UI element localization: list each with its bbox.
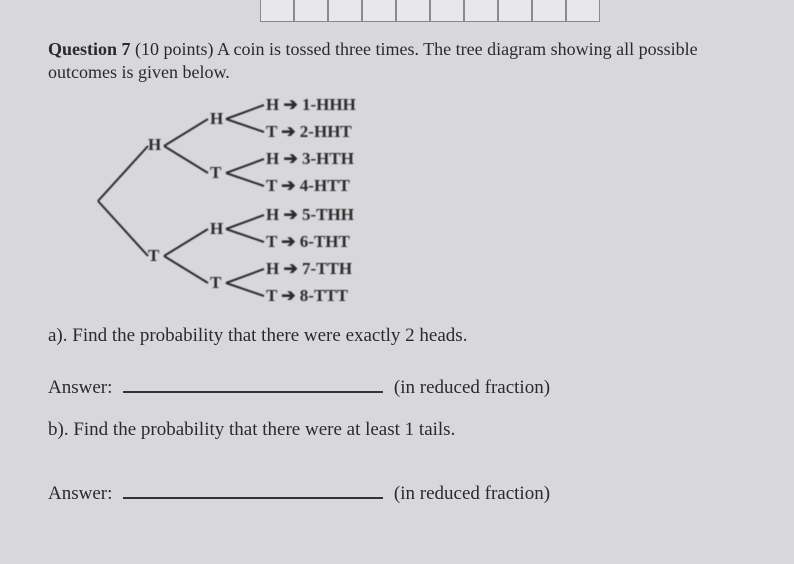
tree-outcome-row: H ➔ 5-THH (266, 205, 354, 225)
outcome-number: 2 (300, 122, 309, 141)
arrow-icon: ➔ (283, 259, 297, 278)
tree-node-l1: T (148, 246, 159, 266)
outcome-code: HTT (314, 176, 350, 195)
grid-cell (532, 0, 566, 22)
tree-node-l3: T (266, 122, 277, 141)
grid-cell (260, 0, 294, 22)
grid-cell (294, 0, 328, 22)
arrow-icon: ➔ (281, 286, 295, 305)
outcome-number: 8 (300, 286, 309, 305)
arrow-icon: ➔ (281, 232, 295, 251)
tree-outcome-row: H ➔ 1-HHH (266, 95, 356, 115)
arrow-icon: ➔ (283, 95, 297, 114)
tree-outcome-row: T ➔ 2-HHT (266, 122, 352, 142)
outcome-code: HHT (314, 122, 352, 141)
tree-node-l3: T (266, 176, 277, 195)
header-grid-fragment (260, 0, 600, 22)
outcome-number: 6 (300, 232, 309, 251)
tree-outcome-row: T ➔ 6-THT (266, 232, 350, 252)
question-header: Question 7 (10 points) A coin is tossed … (48, 38, 754, 83)
grid-cell (396, 0, 430, 22)
grid-cell (566, 0, 600, 22)
tree-outcome-row: T ➔ 8-TTT (266, 286, 348, 306)
question-points: (10 points) (135, 39, 214, 59)
part-a-prompt: a). Find the probability that there were… (48, 325, 754, 347)
part-b-prompt: b). Find the probability that there were… (48, 419, 754, 441)
outcome-number: 4 (300, 176, 309, 195)
tree-node-l3: H (266, 149, 279, 168)
grid-cell (328, 0, 362, 22)
tree-node-l2: T (210, 273, 221, 293)
answer-line-a: Answer: (in reduced fraction) (48, 375, 754, 399)
answer-blank[interactable] (123, 375, 383, 393)
tree-outcome-row: T ➔ 4-HTT (266, 176, 350, 196)
arrow-icon: ➔ (281, 176, 295, 195)
outcome-code: TTH (316, 259, 352, 278)
outcome-number: 7 (302, 259, 311, 278)
tree-diagram: H T H T H T H ➔ 1-HHH T ➔ 2-HHT H ➔ 3-HT… (78, 91, 754, 311)
tree-node-l3: T (266, 286, 277, 305)
tree-node-l2: H (210, 109, 223, 129)
tree-outcome-row: H ➔ 7-TTH (266, 259, 352, 279)
answer-line-b: Answer: (in reduced fraction) (48, 481, 754, 505)
tree-node-l3: T (266, 232, 277, 251)
tree-node-l3: H (266, 259, 279, 278)
answer-suffix: (in reduced fraction) (394, 377, 550, 398)
answer-blank[interactable] (123, 481, 383, 499)
grid-cell (498, 0, 532, 22)
tree-node-l3: H (266, 205, 279, 224)
grid-cell (362, 0, 396, 22)
tree-node-l1: H (148, 135, 161, 155)
outcome-code: HTH (316, 149, 354, 168)
outcome-code: THT (314, 232, 350, 251)
outcome-code: THH (316, 205, 354, 224)
grid-cell (464, 0, 498, 22)
worksheet-page: Question 7 (10 points) A coin is tossed … (0, 0, 794, 564)
grid-cell (430, 0, 464, 22)
outcome-number: 5 (302, 205, 311, 224)
tree-node-l3: H (266, 95, 279, 114)
tree-outcome-row: H ➔ 3-HTH (266, 149, 354, 169)
answer-suffix: (in reduced fraction) (394, 483, 550, 504)
arrow-icon: ➔ (283, 149, 297, 168)
outcome-number: 3 (302, 149, 311, 168)
question-label: Question 7 (48, 39, 131, 59)
outcome-code: TTT (314, 286, 348, 305)
answer-label: Answer: (48, 377, 112, 398)
outcome-number: 1 (302, 95, 311, 114)
arrow-icon: ➔ (283, 205, 297, 224)
tree-node-l2: T (210, 163, 221, 183)
tree-node-l2: H (210, 219, 223, 239)
answer-label: Answer: (48, 483, 112, 504)
outcome-code: HHH (316, 95, 356, 114)
arrow-icon: ➔ (281, 122, 295, 141)
